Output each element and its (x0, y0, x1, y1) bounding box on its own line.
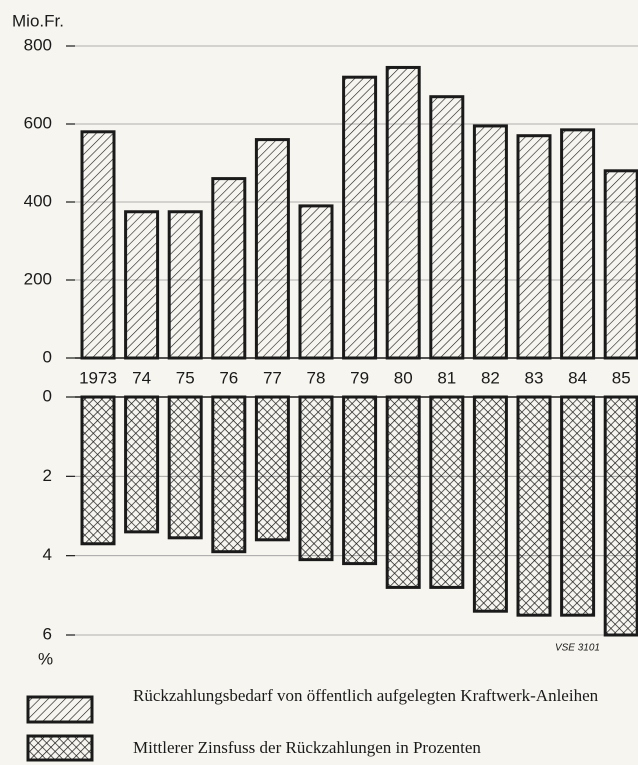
x-tick-label: 82 (481, 368, 500, 387)
x-tick-label: 84 (568, 368, 587, 387)
bar (80, 130, 116, 360)
bar (560, 395, 596, 617)
y-axis-label: Mio.Fr. (12, 11, 64, 30)
y-tick-label: 0 (43, 386, 52, 405)
bar (385, 65, 421, 360)
y-tick-label: 0 (43, 347, 52, 366)
annotation: VSE 3101 (555, 643, 600, 654)
y-tick-label: 400 (24, 191, 52, 210)
x-tick-label: 74 (132, 368, 151, 387)
x-tick-label: 85 (612, 368, 631, 387)
bar (298, 204, 334, 360)
x-tick-label: 1973 (79, 368, 117, 387)
bar (472, 395, 508, 613)
x-tick-label: 83 (525, 368, 544, 387)
y-axis-label: % (38, 649, 53, 668)
y-tick-label: 600 (24, 113, 52, 132)
bar (342, 75, 378, 360)
bar (603, 169, 638, 360)
x-tick-label: 76 (219, 368, 238, 387)
y-tick-label: 6 (43, 624, 52, 643)
bar (211, 177, 247, 360)
bar (429, 95, 465, 360)
bar (385, 395, 421, 589)
bar (472, 124, 508, 360)
bar (516, 134, 552, 360)
y-tick-label: 2 (43, 466, 52, 485)
bar (429, 395, 465, 589)
bar (167, 395, 203, 540)
bar (298, 395, 334, 562)
x-tick-label: 81 (437, 368, 456, 387)
bar (124, 210, 160, 360)
bar (342, 395, 378, 566)
legend-entry: Rückzahlungsbedarf von öffentlich aufgel… (133, 686, 599, 705)
bar (254, 395, 290, 542)
bar (124, 395, 160, 534)
x-tick-label: 80 (394, 368, 413, 387)
bar (603, 395, 638, 637)
bar (211, 395, 247, 554)
x-tick-label: 78 (307, 368, 326, 387)
y-tick-label: 200 (24, 269, 52, 288)
bar (254, 138, 290, 360)
legend-swatch (26, 695, 94, 724)
bar (167, 210, 203, 360)
bar (516, 395, 552, 617)
x-tick-label: 75 (176, 368, 195, 387)
legend-swatch (26, 734, 94, 762)
bar (80, 395, 116, 546)
y-tick-label: 4 (43, 545, 52, 564)
y-tick-label: 800 (24, 35, 52, 54)
x-tick-label: 77 (263, 368, 282, 387)
bar (560, 128, 596, 360)
x-tick-label: 79 (350, 368, 369, 387)
legend-entry: Mittlerer Zinsfuss der Rückzahlungen in … (133, 738, 481, 757)
